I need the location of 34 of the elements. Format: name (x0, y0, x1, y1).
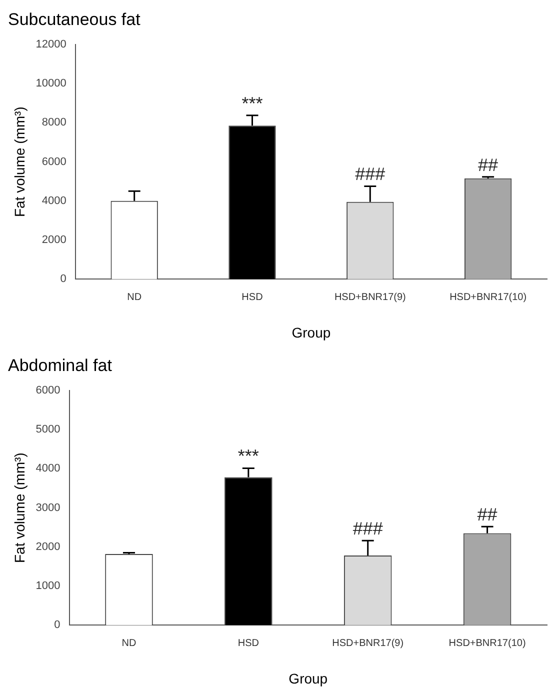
x-tick-label: HSD (242, 292, 263, 303)
y-tick-label: 0 (54, 619, 60, 632)
annotation: ### (352, 518, 383, 539)
annotation: *** (238, 446, 259, 466)
y-tick-label: 1000 (36, 580, 60, 592)
x-axis-title: Group (292, 324, 331, 340)
y-tick-label: 6000 (36, 384, 60, 396)
y-tick-label: 8000 (42, 116, 66, 129)
y-axis-title: Fat volume (mm³) (11, 452, 28, 564)
x-axis-title: Group (288, 670, 328, 686)
annotation: *** (242, 93, 263, 114)
y-tick-label: 12000 (36, 38, 66, 50)
x-tick-label: HSD+BNR17(10) (450, 292, 527, 303)
annotation: ## (477, 504, 498, 525)
annotation: ### (355, 164, 386, 184)
annotation: ## (478, 154, 498, 175)
y-tick-label: 6000 (42, 156, 66, 168)
y-axis-title: Fat volume (mm³) (11, 106, 28, 218)
y-tick-label: 0 (60, 273, 66, 286)
x-tick-label: HSD (238, 638, 259, 649)
y-tick-label: 4000 (36, 462, 60, 475)
y-tick-label: 2000 (42, 234, 66, 246)
chart-title: Subcutaneous fat (8, 10, 141, 29)
y-tick-label: 5000 (36, 424, 60, 436)
y-tick-label: 3000 (36, 502, 60, 514)
x-tick-label: ND (122, 638, 136, 649)
y-tick-label: 2000 (36, 540, 60, 553)
chart-title: Abdominal fat (8, 356, 112, 375)
y-tick-label: 4000 (42, 194, 66, 207)
x-tick-label: ND (127, 292, 142, 303)
y-tick-label: 10000 (36, 78, 66, 90)
x-tick-label: HSD+BNR17(9) (334, 292, 406, 303)
x-tick-label: HSD+BNR17(10) (448, 638, 526, 649)
x-tick-label: HSD+BNR17(9) (332, 638, 404, 649)
